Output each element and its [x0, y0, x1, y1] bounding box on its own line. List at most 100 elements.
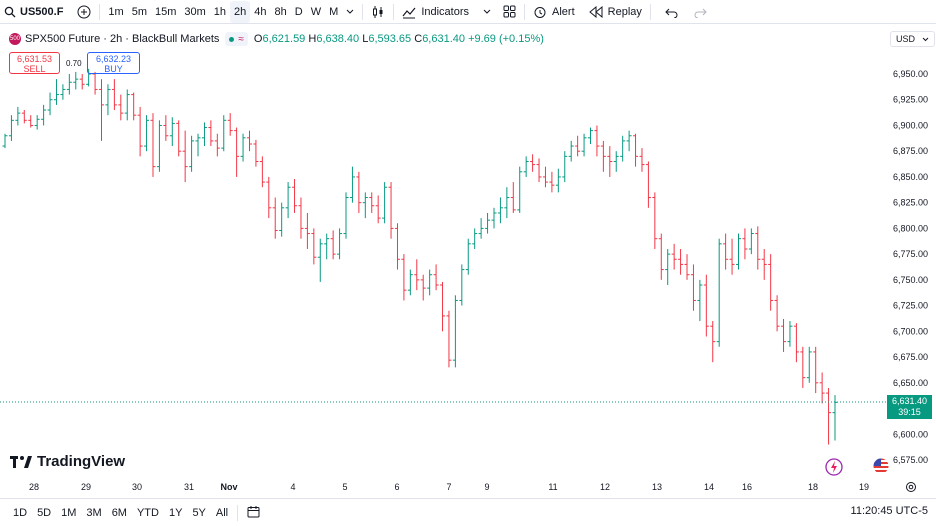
redo-button[interactable]	[689, 1, 711, 23]
candle	[800, 346, 806, 388]
buy-label: BUY	[104, 64, 123, 74]
candle	[137, 106, 143, 157]
series-legend: 500 SPX500 Future · 2h · BlackBull Marke…	[9, 32, 544, 46]
tradingview-logo[interactable]: TradingView	[10, 453, 125, 470]
candle	[73, 71, 79, 90]
interval-dropdown[interactable]	[342, 1, 358, 23]
price-tick-label: 6,675.00	[893, 352, 928, 362]
indicators-button[interactable]: Indicators	[398, 1, 473, 23]
candle	[156, 120, 162, 172]
range-6m[interactable]: 6M	[111, 506, 127, 519]
range-5d[interactable]: 5D	[37, 506, 52, 519]
us-flag-icon[interactable]	[873, 458, 889, 474]
candle	[292, 178, 298, 213]
chevron-down-icon	[346, 9, 354, 14]
exchange-logo: 500	[9, 33, 21, 45]
candle	[285, 182, 291, 219]
tradingview-wordmark: TradingView	[37, 453, 126, 470]
candle	[472, 228, 478, 249]
timezone-clock[interactable]: 11:20:45 UTC-5	[850, 505, 928, 517]
time-tick-label: 31	[184, 482, 194, 492]
candle	[272, 197, 278, 239]
candle	[658, 233, 664, 280]
range-1d[interactable]: 1D	[13, 506, 28, 519]
high-value: 6,638.40	[316, 33, 360, 45]
open-key: O	[253, 33, 263, 45]
compare-button[interactable]	[73, 1, 95, 23]
layouts-button[interactable]	[499, 1, 520, 23]
replay-button[interactable]: Replay	[585, 1, 646, 23]
candle	[234, 127, 240, 177]
alert-label: Alert	[552, 5, 575, 18]
time-tick-label: 11	[548, 482, 557, 492]
candle	[497, 197, 503, 224]
candle	[298, 197, 304, 239]
candle	[813, 346, 819, 394]
lightning-icon[interactable]	[825, 458, 843, 476]
time-tick-label: 30	[132, 482, 142, 492]
price-tick-label: 6,750.00	[893, 275, 928, 285]
chart-type-button[interactable]	[367, 1, 389, 23]
price-tick-label: 6,800.00	[893, 223, 928, 233]
bottom-toolbar: 1D 5D 1M 3M 6M YTD 1Y 5Y All	[0, 498, 936, 526]
alert-button[interactable]: Alert	[529, 1, 579, 23]
undo-icon	[665, 8, 678, 18]
range-all[interactable]: All	[215, 506, 229, 519]
time-tick-label: 18	[808, 482, 818, 492]
interval-1m[interactable]: 1m	[108, 5, 124, 18]
spread-value: 0.70	[66, 59, 82, 68]
candle	[330, 230, 336, 260]
undo-button[interactable]	[661, 1, 683, 23]
price-tick-label: 6,575.00	[893, 455, 928, 465]
sell-button[interactable]: 6,631.53 SELL	[9, 52, 60, 74]
interval-2h[interactable]: 2h	[230, 0, 251, 23]
plus-circle-icon	[77, 5, 91, 18]
candle	[793, 323, 799, 363]
candle	[169, 117, 175, 147]
interval-1h[interactable]: 1h	[213, 5, 227, 18]
interval-d[interactable]: D	[294, 5, 303, 18]
interval-m[interactable]: M	[329, 5, 339, 18]
toolbar-divider	[99, 3, 101, 20]
symbol-search-button[interactable]: US500.F	[0, 1, 67, 23]
candle	[349, 166, 355, 203]
candle	[47, 92, 53, 116]
candle	[388, 182, 394, 239]
candle	[452, 295, 458, 368]
candle	[304, 212, 310, 249]
interval-8h[interactable]: 8h	[274, 5, 287, 18]
price-tick-label: 6,925.00	[893, 95, 928, 105]
candle	[613, 151, 619, 172]
indicators-dropdown[interactable]	[479, 1, 495, 23]
interval-15m[interactable]: 15m	[154, 5, 177, 18]
interval-30m[interactable]: 30m	[184, 5, 206, 18]
candle	[523, 156, 529, 177]
candle	[60, 84, 66, 100]
range-1y[interactable]: 1Y	[168, 506, 183, 519]
price-tick-label: 6,825.00	[893, 198, 928, 208]
range-1m[interactable]: 1M	[61, 506, 77, 519]
range-5y[interactable]: 5Y	[192, 506, 206, 519]
interval-w[interactable]: W	[310, 5, 322, 18]
candle	[427, 269, 433, 296]
candle	[2, 133, 8, 149]
currency-selector[interactable]: USD	[890, 31, 935, 47]
candle	[671, 243, 677, 270]
calendar-icon	[247, 505, 260, 517]
goto-date-button[interactable]	[242, 505, 265, 521]
time-tick-label: 6	[394, 482, 399, 492]
market-status-badge[interactable]: ≈	[225, 32, 248, 46]
range-3m[interactable]: 3M	[86, 506, 102, 519]
series-title[interactable]: SPX500 Future · 2h · BlackBull Markets	[25, 33, 220, 45]
settings-gear-icon[interactable]	[905, 481, 917, 493]
candle	[485, 212, 491, 234]
interval-4h[interactable]: 4h	[254, 5, 267, 18]
buy-button[interactable]: 6,632.23 BUY	[87, 52, 140, 74]
range-ytd[interactable]: YTD	[136, 506, 159, 519]
interval-5m[interactable]: 5m	[131, 5, 147, 18]
low-key: L	[362, 33, 369, 45]
candle	[633, 133, 639, 167]
candle	[227, 113, 233, 136]
price-chart[interactable]: 6,950.00 6,925.00 6,900.00 6,875.00 6,850.00…	[0, 24, 936, 498]
candle	[343, 192, 349, 239]
